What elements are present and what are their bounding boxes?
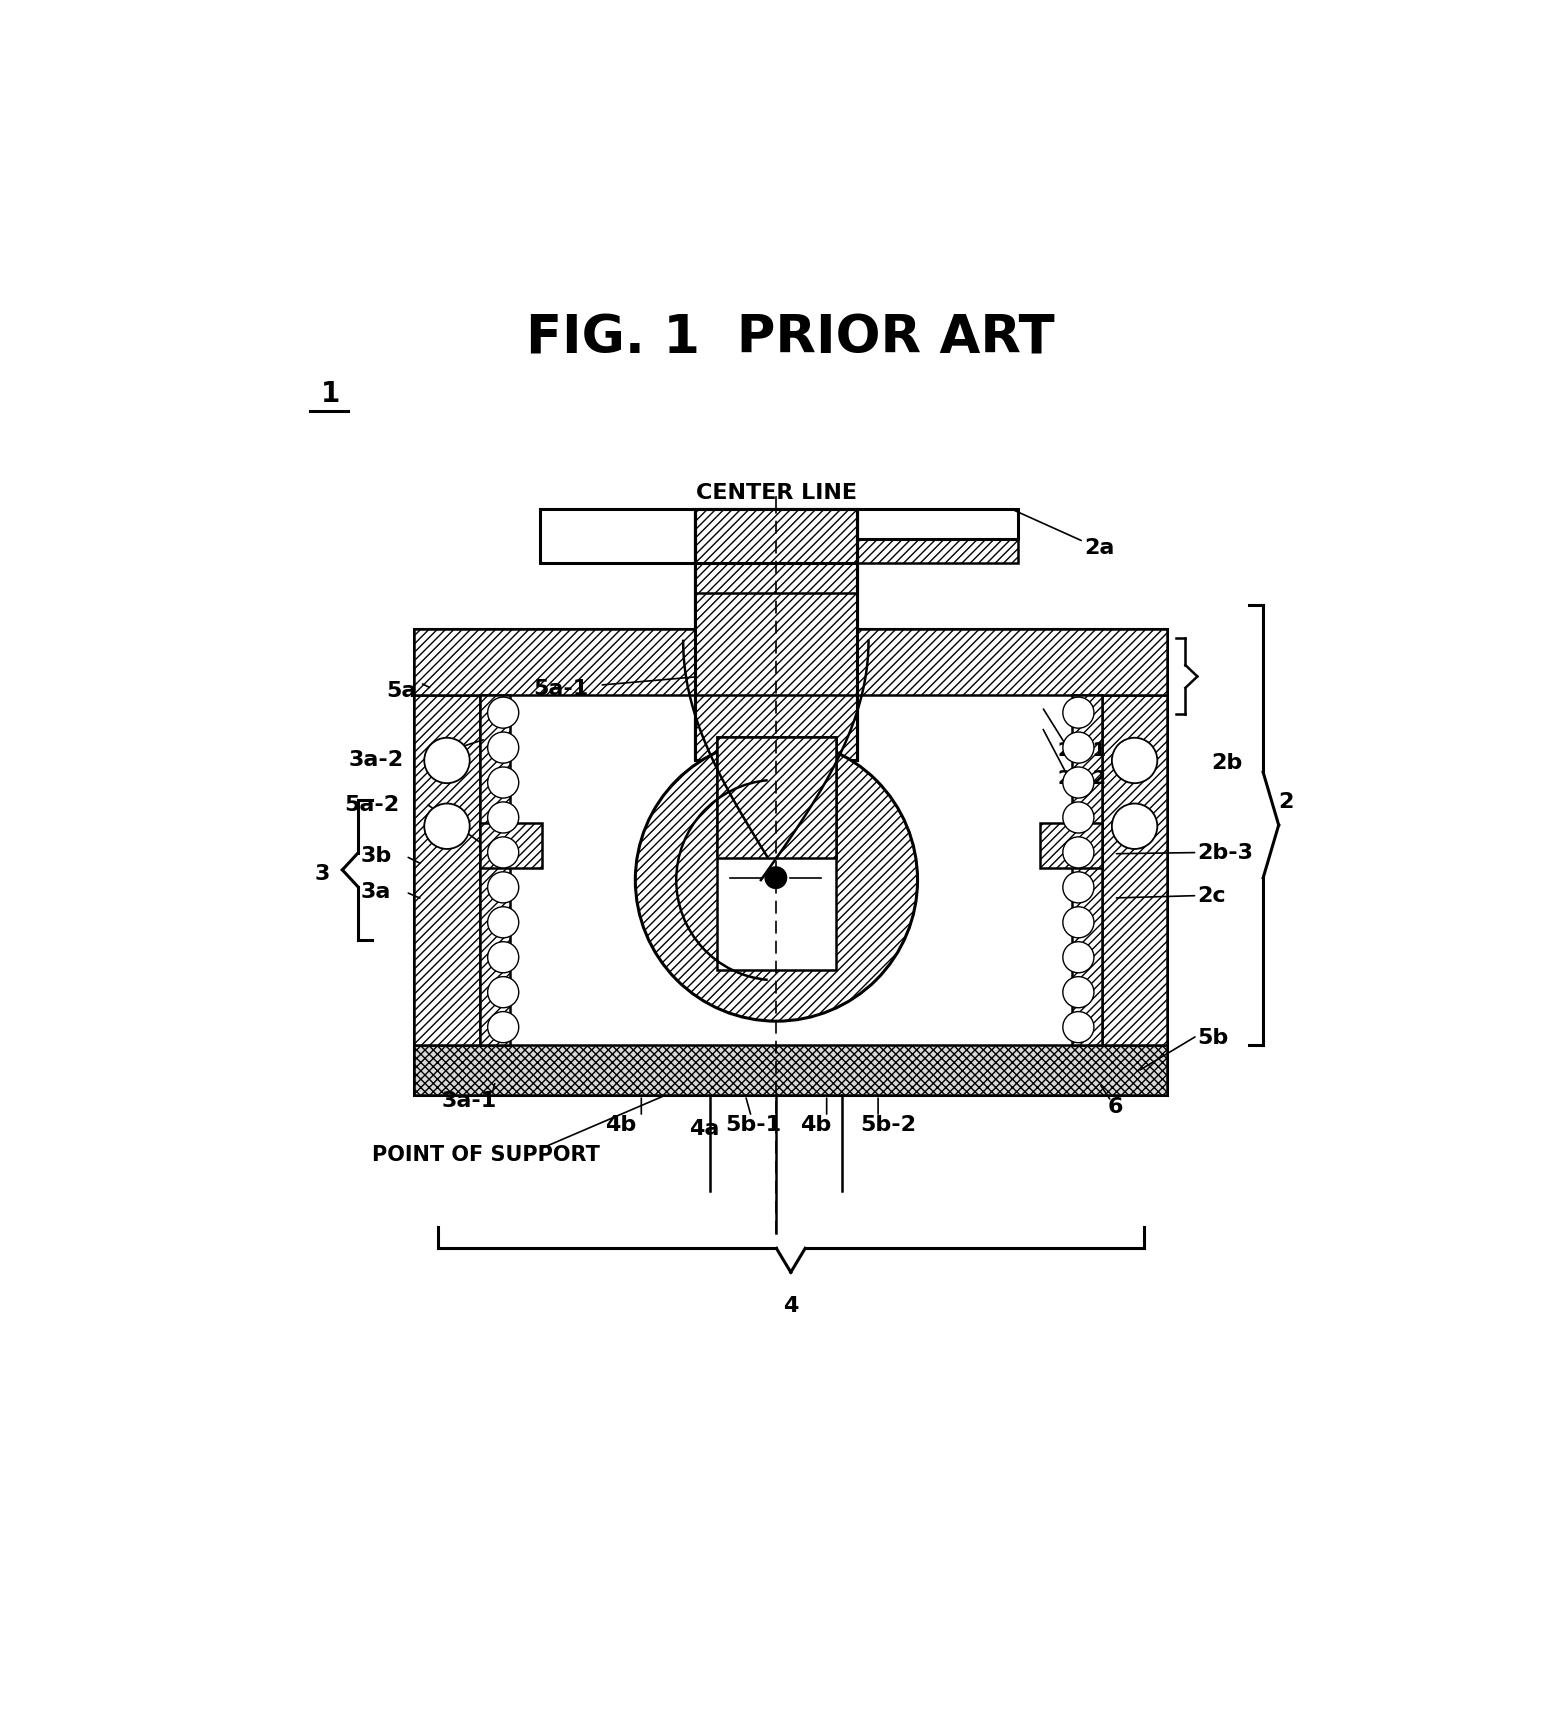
Bar (1040, 823, 1102, 868)
Text: 2a: 2a (1083, 538, 1114, 557)
Bar (480, 694, 509, 1045)
Circle shape (488, 837, 518, 868)
Text: 6: 6 (1108, 1097, 1123, 1117)
Text: 5a: 5a (387, 681, 417, 701)
Circle shape (424, 803, 469, 849)
Bar (716, 736, 836, 970)
Circle shape (1063, 976, 1094, 1007)
Text: 2c: 2c (1197, 885, 1227, 906)
Bar (540, 509, 696, 564)
Circle shape (488, 976, 518, 1007)
Circle shape (1063, 1011, 1094, 1043)
Circle shape (488, 872, 518, 902)
Text: 4a: 4a (690, 1119, 719, 1138)
Text: 3a-1: 3a-1 (441, 1092, 497, 1110)
Text: POINT OF SUPPORT: POINT OF SUPPORT (372, 1145, 600, 1165)
Text: 2: 2 (1279, 792, 1295, 813)
Circle shape (1063, 872, 1094, 902)
Bar (856, 509, 1018, 540)
Circle shape (488, 698, 518, 729)
Circle shape (488, 1011, 518, 1043)
Circle shape (1063, 942, 1094, 973)
Circle shape (488, 732, 518, 763)
Text: 1: 1 (321, 380, 339, 407)
Bar (694, 593, 856, 694)
Text: 4: 4 (784, 1296, 798, 1317)
Text: 2b-3: 2b-3 (1197, 842, 1253, 863)
Bar (716, 736, 836, 858)
Bar (414, 694, 480, 1045)
Text: 2b-2: 2b-2 (1057, 768, 1106, 787)
Circle shape (488, 803, 518, 834)
Circle shape (1113, 803, 1157, 849)
Bar (856, 629, 1168, 694)
Circle shape (1063, 732, 1094, 763)
Bar (540, 509, 696, 564)
Circle shape (1063, 906, 1094, 939)
Circle shape (636, 739, 918, 1021)
Text: 5b-1: 5b-1 (725, 1116, 781, 1135)
Circle shape (488, 906, 518, 939)
Text: 5b-2: 5b-2 (859, 1116, 917, 1135)
Circle shape (424, 737, 469, 784)
Bar (414, 1045, 1168, 1095)
Text: 2b-1: 2b-1 (1057, 741, 1106, 760)
Text: 5b: 5b (1197, 1028, 1228, 1049)
Text: 3b: 3b (361, 846, 392, 866)
Circle shape (1063, 767, 1094, 798)
Bar (1072, 694, 1102, 1045)
Text: 3: 3 (315, 865, 330, 884)
Bar (480, 823, 542, 868)
Text: CENTER LINE: CENTER LINE (696, 483, 856, 504)
Circle shape (1063, 803, 1094, 834)
Text: 3a-2: 3a-2 (349, 751, 403, 770)
Text: 5a-1: 5a-1 (534, 679, 589, 698)
Circle shape (1063, 837, 1094, 868)
Circle shape (1063, 698, 1094, 729)
Circle shape (1113, 737, 1157, 784)
Bar (694, 509, 856, 760)
Bar (694, 509, 856, 760)
Circle shape (765, 866, 787, 889)
Text: 2b: 2b (1211, 753, 1244, 774)
Text: 4b: 4b (801, 1116, 832, 1135)
Bar (540, 509, 1018, 564)
Text: 4b: 4b (605, 1116, 637, 1135)
Bar (414, 629, 1168, 1095)
Bar (540, 509, 696, 564)
Circle shape (488, 942, 518, 973)
Text: 5a-2: 5a-2 (344, 794, 400, 815)
Text: FIG. 1  PRIOR ART: FIG. 1 PRIOR ART (526, 313, 1055, 364)
Bar (856, 509, 1018, 540)
Bar (1102, 694, 1168, 1045)
Circle shape (488, 767, 518, 798)
Text: 3a: 3a (361, 882, 390, 902)
Bar (414, 629, 694, 694)
